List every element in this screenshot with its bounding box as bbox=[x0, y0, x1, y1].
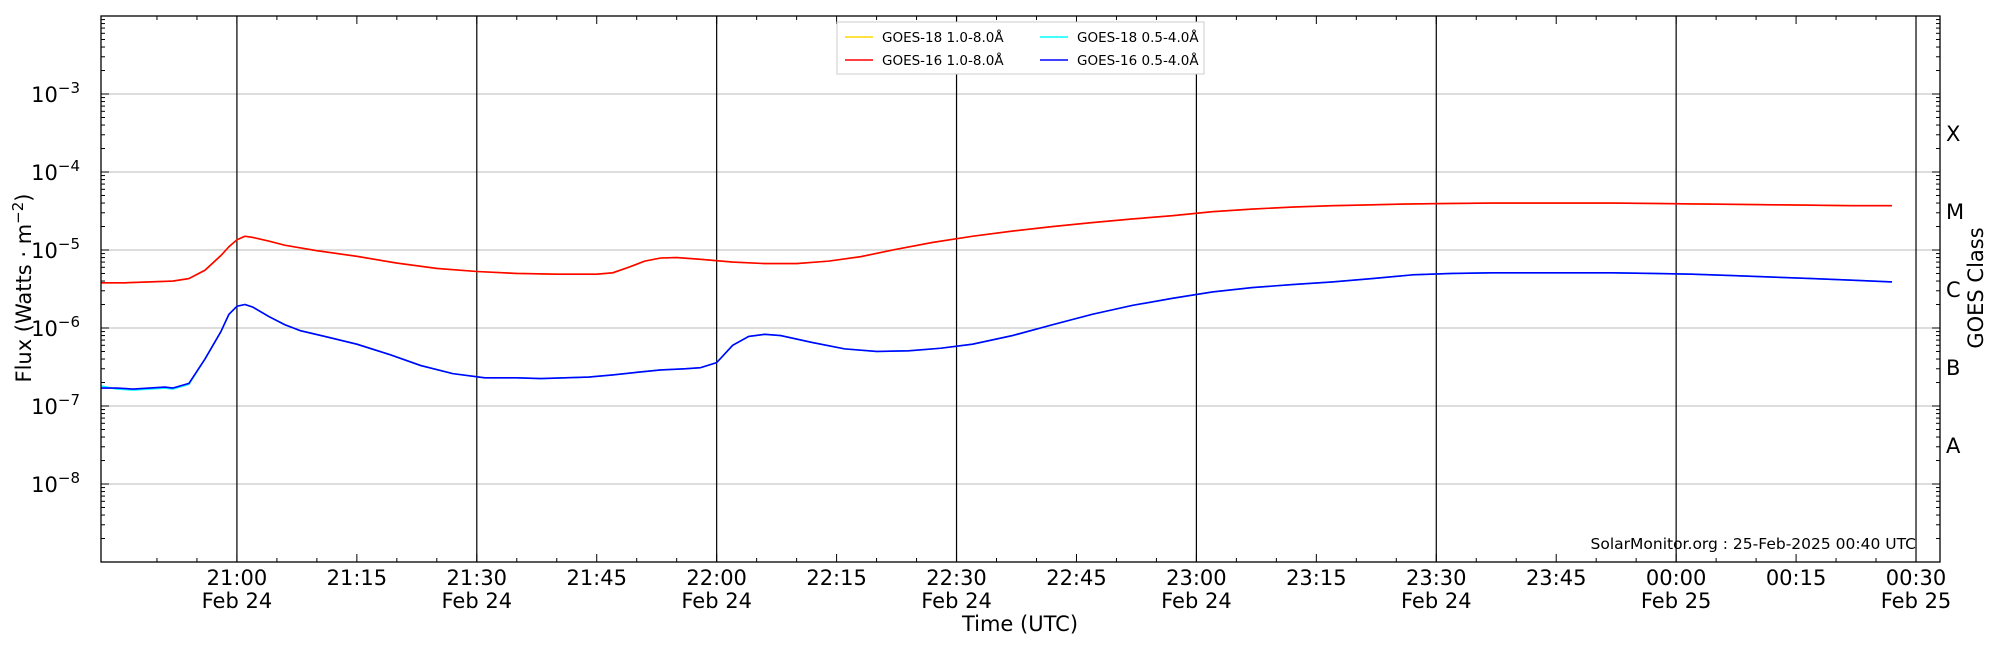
ticks-layer bbox=[101, 16, 1940, 563]
x-tick-label: 21:00 bbox=[207, 566, 268, 590]
y-axis-label-close: ) bbox=[12, 193, 36, 201]
grid-layer bbox=[101, 16, 1940, 562]
y-axis-label-main: Flux (Watts · m bbox=[12, 224, 36, 383]
goes-class-axis-label: GOES Class bbox=[1964, 227, 1988, 348]
goes-class-label: B bbox=[1946, 356, 1960, 380]
y-tick-base: 10 bbox=[31, 395, 58, 419]
legend-label: GOES-16 1.0-8.0Å bbox=[882, 52, 1004, 69]
x-tick-date-label: Feb 25 bbox=[1641, 589, 1712, 613]
y-tick-exponent: −7 bbox=[58, 391, 80, 409]
x-tick-label: 23:15 bbox=[1286, 566, 1347, 590]
x-tick-date-label: Feb 24 bbox=[1401, 589, 1472, 613]
legend: GOES-18 1.0-8.0Å GOES-16 1.0-8.0Å GOES-18 … bbox=[836, 21, 1205, 75]
y-tick-label: 10−4 bbox=[31, 157, 80, 185]
x-tick-label: 22:30 bbox=[926, 566, 987, 590]
y-tick-exponent: −4 bbox=[58, 157, 80, 175]
x-tick-label: 21:15 bbox=[327, 566, 388, 590]
plot-frame bbox=[100, 15, 1941, 563]
x-tick-label: 00:30 bbox=[1886, 566, 1947, 590]
y-tick-exponent: −8 bbox=[58, 469, 80, 487]
y-tick-base: 10 bbox=[31, 161, 58, 185]
y-tick-exponent: −6 bbox=[58, 313, 80, 331]
x-tick-date-label: Feb 24 bbox=[442, 589, 513, 613]
y-tick-label: 10−8 bbox=[31, 469, 80, 497]
y-tick-base: 10 bbox=[31, 83, 58, 107]
source-annotation: SolarMonitor.org : 25-Feb-2025 00:40 UTC bbox=[1591, 535, 1916, 553]
x-tick-label: 22:15 bbox=[806, 566, 867, 590]
series-layer bbox=[100, 202, 1893, 391]
x-tick-label: 21:45 bbox=[566, 566, 627, 590]
legend-label: GOES-18 1.0-8.0Å bbox=[882, 29, 1004, 46]
series-line bbox=[101, 202, 1893, 284]
y-tick-label: 10−5 bbox=[31, 235, 80, 263]
x-tick-date-label: Feb 24 bbox=[681, 589, 752, 613]
y-axis-label: Flux (Watts · m−2) bbox=[9, 193, 36, 382]
x-tick-label: 23:30 bbox=[1406, 566, 1467, 590]
x-tick-label: 23:45 bbox=[1526, 566, 1587, 590]
legend-items: GOES-18 1.0-8.0Å GOES-16 1.0-8.0Å GOES-18 … bbox=[845, 29, 1199, 69]
x-tick-date-label: Feb 24 bbox=[1161, 589, 1232, 613]
x-tick-date-label: Feb 25 bbox=[1881, 589, 1952, 613]
legend-box bbox=[836, 21, 1205, 75]
y-tick-exponent: −3 bbox=[58, 79, 80, 97]
x-tick-label: 00:15 bbox=[1766, 566, 1827, 590]
x-tick-label: 23:00 bbox=[1166, 566, 1227, 590]
y-tick-exponent: −5 bbox=[58, 235, 80, 253]
goes-class-label: A bbox=[1946, 434, 1961, 458]
x-tick-label: 22:00 bbox=[686, 566, 747, 590]
goes-class-label: M bbox=[1946, 200, 1964, 224]
goes-class-label: C bbox=[1946, 278, 1961, 302]
y-tick-base: 10 bbox=[31, 317, 58, 341]
series-line bbox=[101, 272, 1893, 390]
x-tick-label: 00:00 bbox=[1646, 566, 1707, 590]
goes-class-label: X bbox=[1946, 122, 1960, 146]
y-tick-base: 10 bbox=[31, 239, 58, 263]
y-tick-base: 10 bbox=[31, 473, 58, 497]
y-tick-label: 10−6 bbox=[31, 313, 80, 341]
legend-label: GOES-18 0.5-4.0Å bbox=[1077, 29, 1199, 46]
x-tick-date-label: Feb 24 bbox=[202, 589, 273, 613]
legend-label: GOES-16 0.5-4.0Å bbox=[1077, 52, 1199, 69]
x-tick-label: 21:30 bbox=[447, 566, 508, 590]
y-tick-label: 10−7 bbox=[31, 391, 80, 419]
x-axis-label: Time (UTC) bbox=[961, 612, 1078, 636]
x-tick-date-label: Feb 24 bbox=[921, 589, 992, 613]
y-tick-label: 10−3 bbox=[31, 79, 80, 107]
y-axis-label-exponent: −2 bbox=[9, 202, 27, 224]
x-tick-label: 22:45 bbox=[1046, 566, 1107, 590]
